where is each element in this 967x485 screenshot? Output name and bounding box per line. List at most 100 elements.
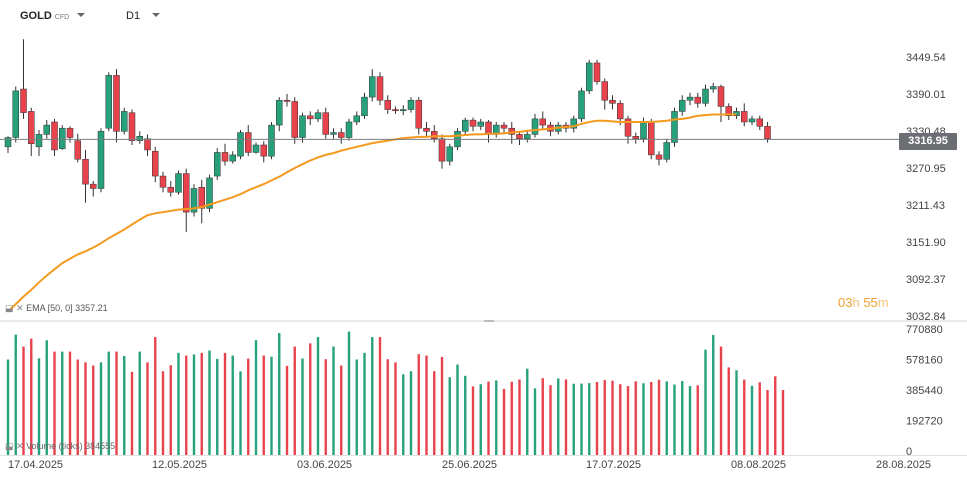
timeframe-selector[interactable]: D1 xyxy=(126,10,140,22)
price-tick-label: 3211.43 xyxy=(906,200,945,212)
volume-remove-icon[interactable]: ✕ xyxy=(16,441,24,451)
candle-body xyxy=(671,111,678,143)
candle-body xyxy=(741,111,748,123)
volume-bar xyxy=(735,370,738,455)
candle-body xyxy=(136,136,143,141)
candle xyxy=(198,179,205,224)
candle xyxy=(663,138,670,163)
candle xyxy=(601,78,608,110)
candle-body xyxy=(314,112,322,120)
candle-body xyxy=(35,134,43,148)
candle-body xyxy=(469,119,477,127)
volume-legend[interactable]: ⬓ ✕ Volume (ticks) 384555 xyxy=(5,441,115,452)
volume-bar xyxy=(665,381,668,455)
volume-bar xyxy=(533,388,537,455)
candle xyxy=(121,107,128,135)
ema-settings-icon[interactable]: ⬓ xyxy=(5,303,14,313)
candle-body xyxy=(679,99,686,112)
candle-body xyxy=(330,132,337,135)
candle-body xyxy=(717,86,725,107)
candle-body xyxy=(586,62,593,92)
volume-bar xyxy=(588,383,591,455)
current-price-value: 3316.95 xyxy=(908,135,948,147)
volume-tick-label: 0 xyxy=(906,446,912,458)
candle-body xyxy=(756,118,763,127)
volume-bar xyxy=(518,379,521,455)
volume-bar xyxy=(161,371,165,455)
candle-body xyxy=(578,90,585,120)
candle xyxy=(206,174,213,213)
candle xyxy=(322,107,329,139)
candle-body xyxy=(214,152,221,177)
ema-remove-icon[interactable]: ✕ xyxy=(16,303,24,313)
current-price-tag: 3316.95 xyxy=(899,133,957,150)
date-tick-label: 25.06.2025 xyxy=(442,459,497,471)
price-axis: 3449.543390.013330.483270.953211.433151.… xyxy=(906,52,946,323)
volume-bar xyxy=(185,355,188,455)
candle xyxy=(725,103,732,121)
candle xyxy=(252,142,260,154)
candle-body xyxy=(392,109,399,112)
volume-bar xyxy=(192,354,196,455)
volume-tick-label: 578160 xyxy=(906,355,943,367)
candle-body xyxy=(423,127,430,132)
volume-bar xyxy=(378,337,382,455)
candle-body xyxy=(159,175,167,188)
volume-bar xyxy=(53,351,56,455)
price-tick-label: 3390.01 xyxy=(906,89,946,101)
volume-bar xyxy=(526,368,529,455)
volume-bar xyxy=(549,385,552,455)
symbol-name: GOLD xyxy=(20,10,52,22)
candle xyxy=(756,115,763,131)
volume-bar xyxy=(293,346,296,455)
candle xyxy=(82,149,89,203)
volume-bar xyxy=(564,379,568,455)
volume-bar xyxy=(719,346,723,455)
candle-body xyxy=(206,177,213,209)
candle xyxy=(710,82,717,93)
candle xyxy=(345,118,353,141)
candle-body xyxy=(369,76,376,98)
candle xyxy=(539,111,546,131)
candle-body xyxy=(477,121,484,127)
date-tick-label: 28.08.2025 xyxy=(876,459,931,471)
volume-bar xyxy=(557,378,560,455)
date-tick-label: 17.04.2025 xyxy=(8,459,63,471)
candle xyxy=(74,133,81,163)
candle-body xyxy=(531,118,539,135)
volume-bar xyxy=(45,340,48,455)
volume-bar xyxy=(774,376,777,455)
volume-tick-label: 385440 xyxy=(906,385,943,397)
candle xyxy=(4,136,12,154)
volume-settings-icon[interactable]: ⬓ xyxy=(5,441,14,451)
countdown-minutes: 55 xyxy=(863,295,878,310)
candle xyxy=(105,72,112,132)
candle xyxy=(167,181,174,197)
volume-bar xyxy=(76,359,79,455)
candle-body xyxy=(338,132,345,138)
candle-body xyxy=(345,121,353,138)
volume-bar xyxy=(603,380,606,455)
candle-body xyxy=(190,188,198,213)
timeframe-chevron-down-icon[interactable] xyxy=(152,13,160,17)
candle-body xyxy=(283,99,291,102)
symbol-selector[interactable]: GOLD CFD xyxy=(20,10,69,22)
price-tick-label: 3270.95 xyxy=(906,163,946,175)
volume-bar xyxy=(123,356,126,455)
ema-legend[interactable]: ⬓ ✕ EMA [50, 0] 3357.21 xyxy=(5,303,108,314)
volume-bar xyxy=(626,386,630,455)
candle-body xyxy=(686,96,694,101)
candle xyxy=(702,84,709,107)
date-tick-label: 08.08.2025 xyxy=(731,459,786,471)
candle xyxy=(493,121,500,138)
volume-axis: 770880 578160 385440 192720 0 xyxy=(906,324,943,458)
candle xyxy=(283,94,291,107)
candle xyxy=(330,128,337,139)
pane-resize-handle xyxy=(484,320,494,322)
candle xyxy=(671,107,678,147)
candle-body xyxy=(376,76,384,101)
symbol-chevron-down-icon[interactable] xyxy=(77,13,85,17)
volume-bar xyxy=(394,362,397,455)
